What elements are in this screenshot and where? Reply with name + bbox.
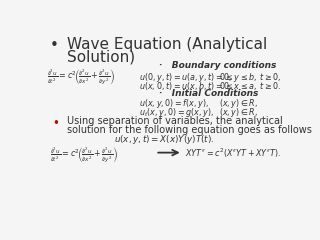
Text: $(x,y)\in R,$: $(x,y)\in R,$ bbox=[219, 106, 258, 119]
Text: $u(x,0,t)=u(x,b,t)=0,$: $u(x,0,t)=u(x,b,t)=0,$ bbox=[139, 80, 233, 92]
Text: •: • bbox=[52, 117, 59, 130]
Text: $\frac{\partial^2 u}{\partial t^2} = c^2\!\left(\frac{\partial^2 u}{\partial x^2: $\frac{\partial^2 u}{\partial t^2} = c^2… bbox=[47, 68, 115, 87]
Text: Solution): Solution) bbox=[67, 49, 135, 65]
Text: •: • bbox=[50, 38, 59, 53]
Text: $\frac{\partial^2 u}{\partial t^2} = c^2\!\left(\frac{\partial^2 u}{\partial x^2: $\frac{\partial^2 u}{\partial t^2} = c^2… bbox=[50, 146, 118, 165]
Text: $u(x,y,0)=f(x,y),$: $u(x,y,0)=f(x,y),$ bbox=[139, 97, 209, 110]
Text: $u_t(x,y,0)=g(x,y),$: $u_t(x,y,0)=g(x,y),$ bbox=[139, 106, 214, 119]
Text: Wave Equation (Analytical: Wave Equation (Analytical bbox=[67, 37, 268, 52]
Text: ·   Boundary conditions: · Boundary conditions bbox=[159, 61, 276, 70]
Text: $0\leq x\leq a,\;t\geq 0.$: $0\leq x\leq a,\;t\geq 0.$ bbox=[219, 80, 281, 92]
Text: solution for the following equation goes as follows: solution for the following equation goes… bbox=[67, 125, 312, 135]
Text: $u(0,y,t)=u(a,y,t)=0,$: $u(0,y,t)=u(a,y,t)=0,$ bbox=[139, 71, 232, 84]
Text: $0\leq y\leq b,\;t\geq 0,$: $0\leq y\leq b,\;t\geq 0,$ bbox=[219, 71, 281, 84]
FancyBboxPatch shape bbox=[37, 27, 291, 216]
Text: ·   Initial Conditions: · Initial Conditions bbox=[159, 89, 259, 98]
Text: $XYT'' = c^2\left(X''YT + XY''T\right).$: $XYT'' = c^2\left(X''YT + XY''T\right).$ bbox=[185, 146, 281, 160]
Text: Using separation of variables, the analytical: Using separation of variables, the analy… bbox=[67, 116, 283, 126]
Text: $(x,y)\in R,$: $(x,y)\in R,$ bbox=[219, 97, 258, 110]
Text: $u(x,y,t)=X(x)Y(y)T(t).$: $u(x,y,t)=X(x)Y(y)T(t).$ bbox=[115, 133, 215, 146]
